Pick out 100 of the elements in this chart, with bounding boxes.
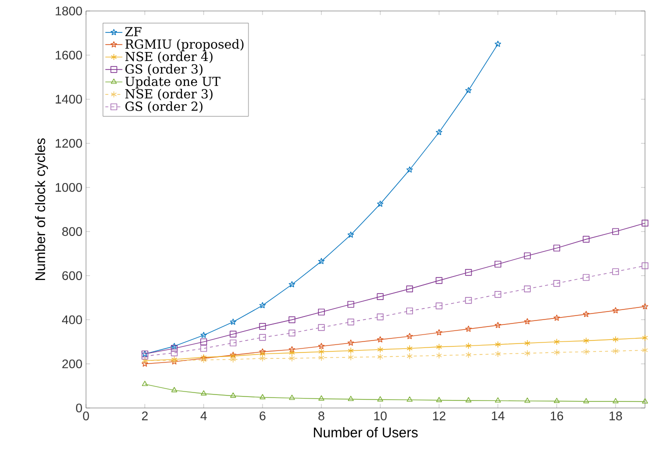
point	[553, 244, 560, 252]
point	[200, 345, 208, 352]
point	[494, 291, 502, 298]
legend-label: ZF	[125, 27, 142, 36]
point	[347, 300, 354, 308]
point	[259, 302, 266, 308]
point	[288, 281, 296, 288]
point	[642, 262, 648, 270]
point	[230, 392, 236, 398]
x-tick-label: 18	[610, 412, 622, 420]
point	[524, 318, 531, 324]
point	[259, 334, 266, 341]
point	[260, 394, 266, 400]
point	[200, 332, 207, 338]
point	[494, 397, 501, 403]
y-tick-label: 1200	[56, 138, 82, 148]
x-tick-label: 16	[550, 412, 564, 420]
point	[171, 342, 178, 350]
x-tick-label: 0	[83, 412, 89, 420]
point	[582, 236, 590, 243]
point	[377, 353, 384, 360]
point	[642, 303, 648, 310]
legend-label: GS (order 2)	[125, 101, 202, 113]
point	[288, 346, 296, 352]
point	[289, 355, 295, 362]
point	[406, 396, 413, 402]
point	[436, 344, 442, 350]
point	[348, 232, 354, 238]
y-tick-label: 0	[76, 404, 82, 412]
point	[465, 87, 472, 94]
point	[318, 324, 325, 331]
y-tick-label: 1000	[56, 183, 82, 192]
y-tick-label: 1800	[56, 6, 82, 16]
point	[259, 323, 266, 330]
point	[466, 351, 472, 358]
legend-label: NSE (order 3)	[125, 88, 212, 100]
point	[436, 329, 442, 336]
point	[348, 354, 354, 361]
y-tick-label: 400	[62, 315, 82, 324]
point	[436, 128, 442, 136]
point	[377, 396, 384, 402]
point	[318, 342, 325, 350]
point	[494, 341, 501, 348]
point	[612, 336, 619, 343]
point	[465, 326, 472, 332]
point	[288, 316, 296, 324]
point	[524, 286, 531, 292]
point	[142, 380, 148, 386]
x-tick-label: 6	[260, 412, 266, 420]
y-tick-label: 200	[62, 359, 82, 368]
point	[377, 346, 384, 353]
point	[524, 252, 531, 260]
point	[466, 397, 472, 402]
point	[348, 347, 354, 354]
x-tick-label: 10	[374, 412, 387, 420]
point	[406, 345, 413, 352]
point	[436, 352, 442, 359]
x-tick-label: 12	[433, 412, 446, 420]
point	[494, 322, 502, 328]
point	[260, 355, 266, 362]
point	[612, 307, 619, 314]
point	[230, 340, 236, 346]
point	[406, 166, 413, 173]
legend-label: NSE (order 4)	[125, 52, 212, 63]
point	[612, 268, 619, 276]
point	[494, 260, 502, 268]
point	[642, 334, 648, 342]
point	[259, 348, 266, 355]
point	[554, 398, 560, 403]
point	[554, 349, 560, 356]
point	[612, 228, 619, 235]
point	[554, 314, 560, 321]
y-tick-label: 1600	[56, 50, 82, 60]
point	[494, 350, 501, 358]
point	[582, 310, 590, 318]
point	[376, 293, 384, 300]
point	[230, 330, 236, 338]
x-tick-label: 4	[200, 412, 207, 420]
point	[377, 200, 384, 207]
point	[318, 308, 325, 316]
point	[436, 302, 442, 310]
point	[465, 268, 472, 276]
point	[582, 274, 590, 281]
point	[583, 348, 590, 356]
point	[200, 390, 207, 396]
x-tick-label: 8	[318, 412, 324, 420]
point	[406, 308, 413, 314]
point	[318, 348, 324, 356]
point	[612, 398, 619, 404]
point	[318, 395, 324, 401]
point	[289, 394, 295, 400]
point	[406, 286, 413, 292]
point	[436, 396, 442, 402]
point	[348, 396, 354, 402]
point	[524, 398, 530, 403]
x-tick-label: 2	[142, 412, 148, 420]
y-tick-label: 600	[62, 271, 82, 280]
y-tick-label: 800	[62, 227, 82, 236]
point	[318, 258, 325, 264]
point	[406, 332, 413, 340]
